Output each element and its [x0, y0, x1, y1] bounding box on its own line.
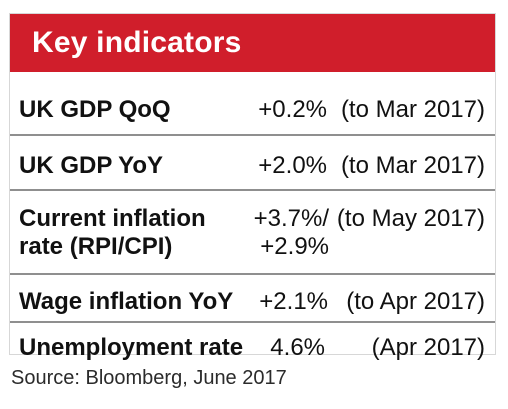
panel-header: Key indicators — [10, 14, 495, 72]
indicator-label: UK GDP YoY — [19, 152, 164, 179]
indicator-period: (to Mar 2017) — [340, 96, 485, 123]
key-indicators-panel: Key indicators UK GDP QoQ +0.2% (to Mar … — [9, 13, 496, 361]
indicator-value: +3.7%/ +2.9% — [253, 205, 329, 260]
row-divider — [10, 189, 495, 191]
indicator-value: +2.0% — [258, 152, 327, 179]
indicator-label: Current inflation rate (RPI/CPI) — [19, 205, 206, 260]
indicator-row-uk-gdp-yoy: UK GDP YoY +2.0% (to Mar 2017) — [10, 144, 495, 190]
indicator-label: Wage inflation YoY — [19, 288, 234, 315]
indicator-row-current-inflation-rate: Current inflation rate (RPI/CPI) +3.7%/ … — [10, 204, 495, 272]
indicator-value: +2.1% — [259, 288, 328, 315]
indicator-period: (to Apr 2017) — [346, 288, 485, 315]
indicator-label: UK GDP QoQ — [19, 96, 171, 123]
indicator-row-unemployment-rate: Unemployment rate 4.6% (Apr 2017) — [10, 327, 495, 369]
indicator-value: +0.2% — [258, 96, 327, 123]
indicator-value: 4.6% — [270, 334, 325, 361]
source-note: Source: Bloomberg, June 2017 — [11, 367, 287, 389]
row-divider — [10, 134, 495, 136]
indicator-period: (to May 2017) — [336, 205, 485, 232]
indicator-label: Unemployment rate — [19, 334, 244, 361]
indicator-period: (to Mar 2017) — [340, 152, 485, 179]
row-divider — [10, 273, 495, 275]
indicator-row-wage-inflation-yoy: Wage inflation YoY +2.1% (to Apr 2017) — [10, 280, 495, 326]
row-divider — [10, 321, 495, 323]
panel-title: Key indicators — [32, 26, 242, 59]
indicator-period: (Apr 2017) — [371, 334, 485, 361]
indicator-row-uk-gdp-qoq: UK GDP QoQ +0.2% (to Mar 2017) — [10, 90, 495, 132]
